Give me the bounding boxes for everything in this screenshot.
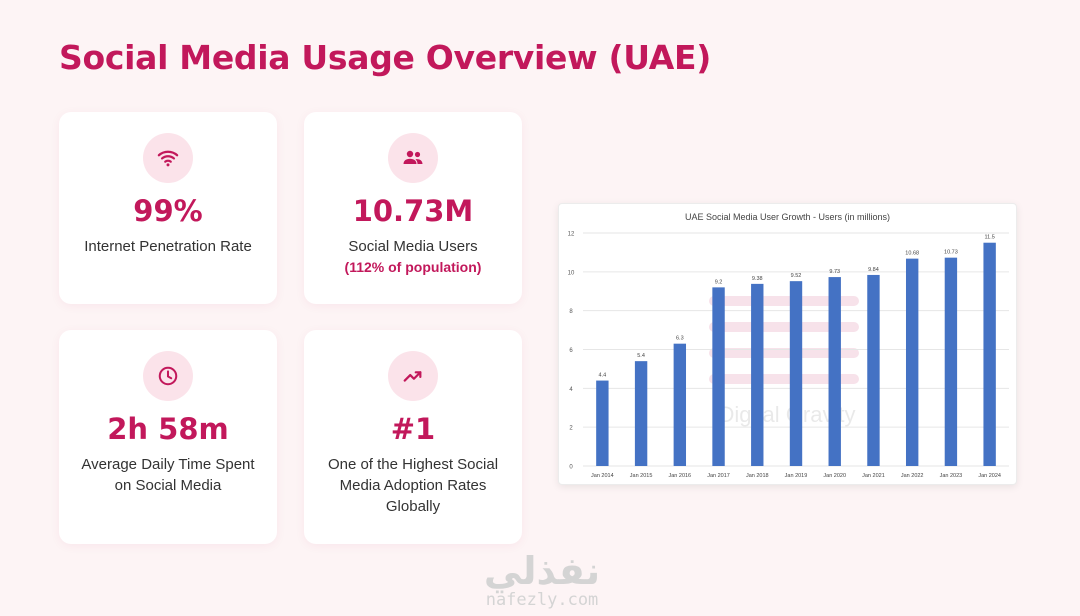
data-label: 5.4	[637, 353, 645, 359]
data-label: 9.73	[829, 269, 840, 275]
bar	[634, 361, 648, 466]
metric-sublabel: (112% of population)	[344, 259, 482, 275]
data-label: 6.3	[676, 336, 684, 342]
watermark-latin: nafezly.com	[485, 590, 599, 610]
bar	[712, 287, 725, 466]
metric-label: Average Daily Time Spent on Social Media	[81, 456, 255, 494]
stat-card-social-media-users: 10.73M Social Media Users (112% of popul…	[304, 112, 522, 304]
stat-card-internet-penetration: 99% Internet Penetration Rate	[59, 112, 277, 304]
user-growth-chart: UAE Social Media User Growth - Users (in…	[558, 203, 1017, 485]
data-label: 11.5	[984, 235, 994, 241]
y-tick-label: 6	[569, 348, 573, 354]
metric-label: One of the Highest Social Media Adoption…	[327, 456, 499, 515]
bar	[828, 277, 841, 466]
bar	[751, 283, 764, 466]
bar	[905, 258, 919, 466]
metric-value: #1	[390, 412, 436, 446]
x-tick-label: Jan 2019	[785, 473, 808, 479]
stat-card-daily-time: 2h 58m Average Daily Time Spent on Socia…	[59, 330, 277, 544]
x-tick-label: Jan 2021	[862, 473, 885, 479]
data-label: 9.38	[752, 276, 763, 282]
data-label: 9.84	[868, 267, 879, 273]
data-label: 9.52	[791, 273, 802, 279]
x-tick-label: Jan 2014	[591, 473, 614, 479]
x-tick-label: Jan 2018	[746, 473, 769, 479]
data-label: 10.73	[944, 250, 958, 256]
x-tick-label: Jan 2017	[707, 473, 730, 479]
watermark-arabic: نفذلي	[483, 549, 601, 593]
nafezly-watermark: نفذلي nafezly.com	[472, 552, 612, 609]
metric-value: 99%	[133, 194, 203, 228]
bar	[673, 343, 687, 466]
clock-icon	[143, 351, 193, 401]
bar	[983, 242, 996, 466]
bar	[789, 281, 803, 466]
page-title: Social Media Usage Overview (UAE)	[59, 38, 712, 77]
people-icon	[388, 133, 438, 183]
metric-label: Internet Penetration Rate	[84, 238, 252, 255]
trending-up-icon	[388, 351, 438, 401]
y-tick-label: 8	[569, 309, 573, 315]
data-label: 9.2	[715, 279, 723, 285]
y-tick-label: 12	[568, 232, 575, 238]
y-tick-label: 4	[569, 387, 573, 393]
x-tick-label: Jan 2022	[901, 473, 924, 479]
metric-label: Social Media Users	[348, 238, 478, 255]
bar	[867, 274, 880, 466]
x-tick-label: Jan 2015	[630, 473, 653, 479]
bar	[596, 380, 609, 466]
metric-value: 10.73M	[352, 194, 474, 228]
bar	[944, 257, 958, 466]
x-tick-label: Jan 2016	[668, 473, 691, 479]
y-tick-label: 10	[568, 270, 575, 276]
metric-value: 2h 58m	[107, 412, 229, 446]
chart-title: UAE Social Media User Growth - Users (in…	[684, 212, 891, 222]
x-tick-label: Jan 2024	[978, 473, 1001, 479]
y-tick-label: 2	[569, 426, 573, 432]
data-label: 10.68	[905, 251, 919, 257]
wifi-icon	[143, 133, 193, 183]
x-tick-label: Jan 2023	[940, 473, 963, 479]
data-label: 4.4	[599, 373, 607, 379]
y-tick-label: 0	[569, 465, 573, 471]
x-tick-label: Jan 2020	[823, 473, 846, 479]
stat-card-adoption-rank: #1 One of the Highest Social Media Adopt…	[304, 330, 522, 544]
